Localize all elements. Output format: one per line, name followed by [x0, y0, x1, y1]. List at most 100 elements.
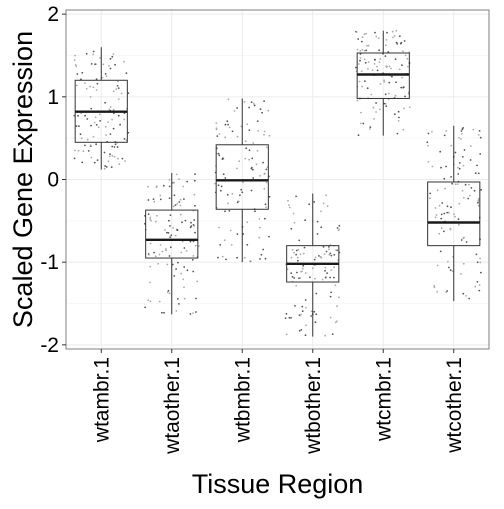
data-point — [297, 259, 299, 262]
data-point — [324, 276, 327, 279]
data-point — [312, 267, 314, 270]
data-point — [253, 104, 256, 107]
data-point — [252, 168, 254, 171]
data-point — [398, 35, 401, 38]
data-point — [111, 55, 114, 58]
data-point — [166, 291, 169, 294]
data-point — [324, 334, 327, 337]
data-point — [172, 182, 175, 184]
data-point — [477, 201, 479, 204]
data-point — [478, 130, 481, 132]
data-point — [99, 120, 101, 122]
data-point — [440, 227, 443, 230]
data-point — [400, 86, 403, 89]
data-point — [80, 137, 83, 140]
data-point — [149, 218, 152, 221]
data-point — [446, 205, 449, 208]
data-point — [120, 92, 123, 95]
data-point — [243, 100, 246, 103]
data-point — [315, 313, 318, 316]
data-point — [256, 149, 259, 152]
data-point — [189, 240, 192, 243]
data-point — [408, 106, 411, 108]
data-point — [176, 298, 179, 300]
data-point — [292, 212, 295, 215]
y-tick-label: -2 — [40, 334, 59, 357]
data-point — [165, 248, 167, 250]
data-point — [190, 225, 193, 228]
data-point — [470, 187, 473, 189]
data-point — [215, 127, 218, 130]
data-point — [214, 182, 216, 185]
data-point — [113, 146, 116, 148]
data-point — [250, 101, 253, 104]
boxes — [74, 30, 481, 337]
data-point — [375, 111, 377, 113]
data-point — [403, 107, 405, 110]
data-point — [73, 157, 76, 160]
data-point — [74, 149, 76, 152]
data-point — [291, 248, 294, 251]
data-point — [109, 106, 112, 108]
data-point — [462, 164, 465, 167]
data-point — [446, 211, 449, 214]
data-point — [426, 141, 429, 144]
data-point — [299, 253, 302, 256]
data-point — [376, 69, 379, 72]
data-point — [159, 244, 162, 246]
data-point — [398, 68, 401, 71]
data-point — [238, 160, 241, 163]
data-point — [265, 168, 268, 171]
data-point — [439, 150, 442, 153]
data-point — [115, 88, 118, 90]
data-point — [474, 172, 477, 175]
data-point — [296, 271, 298, 274]
data-point — [288, 206, 291, 209]
data-point — [262, 248, 265, 251]
data-point — [104, 125, 107, 128]
data-point — [398, 116, 400, 119]
y-tick-label: 2 — [47, 3, 59, 26]
data-point — [462, 237, 465, 240]
data-point — [168, 219, 170, 222]
data-point — [168, 255, 171, 257]
data-point — [217, 256, 219, 259]
data-point — [336, 227, 339, 229]
data-point — [373, 118, 375, 120]
data-point — [407, 65, 409, 68]
data-point — [90, 107, 93, 110]
data-point — [447, 260, 449, 263]
data-point — [314, 256, 317, 259]
data-point — [98, 113, 101, 116]
data-point — [169, 214, 172, 217]
data-point — [451, 182, 453, 185]
data-point — [338, 296, 340, 299]
data-point — [96, 82, 99, 85]
data-point — [460, 273, 462, 275]
data-point — [379, 83, 382, 85]
x-tick-label: wtcmbr.1 — [372, 357, 395, 442]
data-point — [176, 228, 178, 231]
data-point — [384, 103, 387, 105]
data-point — [92, 50, 95, 53]
data-point — [369, 128, 371, 130]
data-point — [224, 177, 227, 179]
data-point — [183, 297, 186, 300]
data-point — [361, 36, 364, 39]
data-point — [89, 144, 92, 147]
data-point — [168, 185, 171, 188]
data-point — [304, 334, 307, 337]
data-point — [192, 270, 195, 273]
data-point — [175, 310, 178, 312]
data-point — [123, 118, 126, 121]
data-point — [469, 159, 472, 161]
data-point — [385, 44, 387, 47]
data-point — [265, 206, 267, 209]
data-point — [246, 123, 249, 126]
data-point — [305, 324, 307, 327]
data-point — [183, 247, 186, 249]
data-point — [310, 315, 313, 317]
data-point — [479, 257, 481, 260]
data-point — [147, 299, 150, 302]
data-point — [250, 167, 253, 170]
